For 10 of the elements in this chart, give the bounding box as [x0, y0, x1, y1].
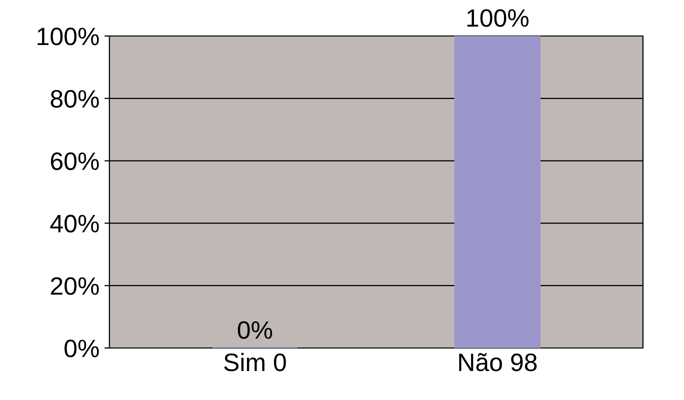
data-label: 100% — [467, 9, 529, 27]
y-tick-label: 80% — [50, 90, 99, 108]
y-tick-label: 0% — [64, 340, 99, 358]
x-tick-label: Não 98 — [459, 353, 537, 372]
y-tick-label: 60% — [50, 152, 99, 170]
x-tick-label: Sim 0 — [224, 352, 286, 372]
y-tick-label: 40% — [50, 214, 99, 233]
y-tick-label: 100% — [38, 28, 99, 46]
y-tick-label: 20% — [50, 277, 99, 295]
data-label: 0% — [238, 321, 272, 339]
